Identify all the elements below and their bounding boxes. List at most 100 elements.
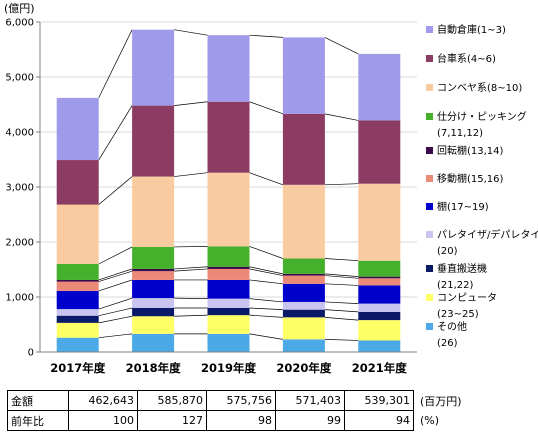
- bar-segment: [132, 279, 175, 299]
- summary-table: 金額 462,643 585,870 575,756 571,403 539,3…: [7, 390, 478, 431]
- legend-label: 棚(17~19): [437, 200, 489, 213]
- bar-segment: [56, 315, 99, 323]
- bar-segment: [358, 53, 401, 121]
- bar-segment: [132, 268, 175, 272]
- x-tick-label: 2017年度: [50, 361, 106, 375]
- bar-segment: [282, 309, 325, 318]
- connector-line: [324, 273, 359, 277]
- legend-label: 回転棚(13,14): [437, 144, 504, 157]
- connector-line: [249, 172, 284, 186]
- bar-segment: [207, 246, 250, 267]
- connector-line: [249, 101, 284, 115]
- connector-line: [174, 29, 208, 36]
- yoy-2021: 94: [344, 410, 414, 431]
- bar-segment: [132, 29, 175, 106]
- connector-line: [249, 307, 283, 310]
- bar-segment: [282, 37, 325, 114]
- connector-line: [174, 314, 208, 317]
- connector-line: [249, 268, 283, 276]
- stacked-bar-chart: 0 1,000 2,000 3,000 4,000 5,000 6,000 2017年度 201…: [4, 2, 538, 375]
- y-axis-unit: (億円): [4, 2, 35, 15]
- bar-segment: [132, 298, 175, 308]
- connector-line: [98, 270, 133, 282]
- bar-segment: [358, 278, 401, 286]
- amount-2018: 585,870: [137, 390, 207, 411]
- legend-swatch: [426, 323, 433, 330]
- legend-swatch: [426, 84, 433, 91]
- bar-segment: [132, 271, 175, 280]
- connector-line: [324, 309, 359, 313]
- connector-line: [249, 34, 283, 38]
- bar-segment: [282, 258, 325, 274]
- bar-segment: [358, 276, 401, 279]
- connector-line: [249, 279, 283, 285]
- bar-segment: [207, 308, 250, 316]
- legend-label: コンベヤ系(8~10): [437, 82, 522, 94]
- legend-sub-label: (21,22): [437, 280, 474, 291]
- bar-segment: [358, 260, 401, 277]
- connector-line: [324, 339, 359, 341]
- bar-segment: [358, 183, 401, 261]
- y-tick-label: 4,000: [5, 128, 34, 139]
- connector-line: [324, 37, 359, 55]
- x-tick-label: 2019年度: [201, 361, 257, 375]
- bar-segment: [56, 281, 99, 291]
- amount-2021: 539,301: [344, 390, 414, 411]
- bar-segment: [282, 273, 325, 276]
- table-row-amount: 金額 462,643 585,870 575,756 571,403 539,3…: [7, 390, 478, 411]
- bar-segment: [207, 298, 250, 308]
- legend: 自動倉庫(1~3) 台車系(4~6) コンベヤ系(8~10) 仕分け・ピッキング (7,…: [426, 23, 538, 349]
- connector-line: [98, 307, 133, 317]
- legend-label: 自動倉庫(1~3): [437, 23, 506, 36]
- legend-swatch: [426, 113, 433, 120]
- bar-segment: [282, 275, 325, 284]
- y-tick-label: 0: [28, 348, 34, 359]
- legend-sub-label: (7,11,12): [437, 128, 483, 139]
- bar-segment: [132, 176, 175, 247]
- legend-swatch: [426, 26, 433, 33]
- legend-label: 台車系(4~6): [437, 52, 496, 65]
- connector-line: [249, 298, 283, 303]
- bar-segment: [207, 35, 250, 102]
- connector-lines: [98, 29, 359, 341]
- bar-segment: [56, 290, 99, 310]
- legend-swatch: [426, 294, 433, 301]
- legend-label: 仕分け・ピッキング: [437, 110, 527, 123]
- x-tick-label: 2020年度: [276, 361, 332, 375]
- bar-segment: [56, 97, 99, 161]
- x-tick-label: 2021年度: [352, 361, 408, 375]
- row-unit: (百万円): [420, 394, 462, 408]
- connector-line: [174, 268, 208, 272]
- legend-sub-label: (20): [437, 246, 458, 257]
- connector-line: [174, 172, 208, 177]
- bar-segment: [207, 268, 250, 280]
- bar-segment: [358, 340, 401, 352]
- legend-swatch: [426, 175, 433, 182]
- connector-line: [324, 283, 359, 286]
- bar-segment: [207, 333, 250, 352]
- bar-segment: [358, 303, 401, 312]
- connector-line: [98, 176, 133, 205]
- connector-line: [324, 113, 359, 121]
- legend-label: その他: [437, 320, 467, 333]
- legend-sub-label: (23~25): [437, 309, 479, 320]
- bar-segment: [207, 266, 250, 269]
- connector-line: [98, 246, 133, 265]
- yoy-2017: 100: [68, 410, 138, 431]
- bar-segment: [358, 120, 401, 184]
- legend-label: 移動棚(15,16): [437, 172, 504, 185]
- bar-segment: [56, 264, 99, 280]
- bar-segment: [132, 316, 175, 334]
- legend-sub-label: (26): [437, 338, 458, 349]
- connector-line: [174, 246, 208, 248]
- y-tick-label: 3,000: [5, 183, 34, 194]
- y-tick-label: 6,000: [5, 18, 34, 29]
- connector-line: [324, 275, 359, 279]
- bar-segment: [56, 322, 99, 338]
- connector-line: [174, 297, 208, 299]
- legend-swatch: [426, 231, 433, 238]
- row-label: 前年比: [7, 410, 69, 431]
- bar-segment: [56, 160, 99, 205]
- bar-segment: [207, 315, 250, 334]
- bars: [56, 29, 401, 352]
